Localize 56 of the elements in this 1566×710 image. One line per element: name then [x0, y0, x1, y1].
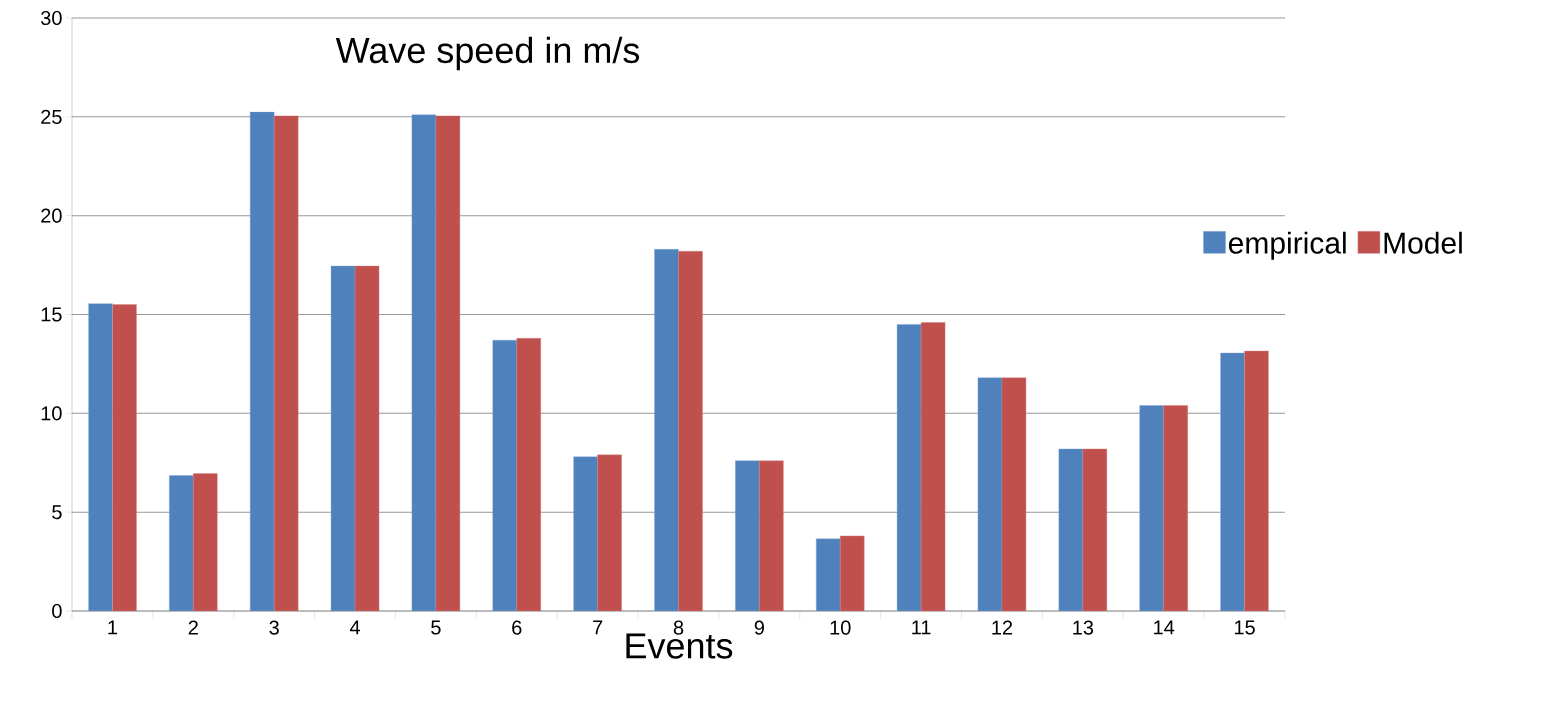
x-tick-label: 12: [992, 620, 1013, 635]
y-tick-label: 25: [41, 109, 62, 124]
y-tick-label: 10: [41, 406, 62, 421]
bar: [678, 251, 703, 611]
bar: [759, 460, 784, 611]
x-tick-label: 2: [188, 620, 198, 635]
bar: [597, 454, 622, 611]
bar: [573, 456, 598, 611]
bar: [112, 304, 137, 611]
bar: [193, 473, 218, 611]
bar: [920, 322, 946, 611]
x-tick-label: 11: [912, 620, 931, 635]
bar: [816, 538, 841, 611]
bar: [435, 115, 461, 611]
bar: [330, 265, 356, 611]
bar: [654, 249, 679, 611]
bar: [1058, 448, 1084, 611]
x-tick-label: 14: [1154, 620, 1175, 635]
x-tick-label: 1: [108, 620, 118, 635]
x-tick-label: 13: [1073, 620, 1094, 635]
legend-label: empirical: [1228, 231, 1346, 260]
x-tick-label: 7: [593, 620, 603, 635]
bar: [1163, 405, 1188, 611]
x-tick-label: 3: [269, 620, 279, 635]
x-tick-label: 10: [830, 620, 851, 635]
bar: [840, 535, 865, 611]
bar: [88, 303, 113, 611]
bar: [1001, 377, 1027, 611]
bar: [354, 265, 380, 611]
y-tick-label: 5: [52, 505, 62, 520]
x-tick-label: 4: [349, 620, 361, 635]
y-tick-label: 15: [41, 307, 62, 322]
bar: [1244, 350, 1269, 611]
bar: [411, 114, 437, 611]
bar: [896, 324, 922, 611]
chart-title: Wave speed in m/s: [335, 36, 640, 71]
x-tick-label: 15: [1234, 620, 1255, 635]
bar: [492, 340, 517, 611]
y-tick-label: 0: [52, 603, 62, 619]
bar: [249, 111, 275, 611]
x-tick-label: 5: [431, 620, 441, 635]
bar: [977, 377, 1003, 611]
x-axis-title: Events: [626, 633, 733, 659]
bar: [1220, 352, 1245, 611]
x-tick-label: 9: [754, 620, 764, 635]
bar: [273, 115, 299, 611]
x-tick-label: 8: [673, 620, 684, 635]
bar: [1139, 405, 1164, 611]
x-tick-label: 6: [512, 620, 522, 635]
bar: [169, 475, 194, 611]
y-tick-label: 30: [40, 10, 62, 26]
y-tick-label: 20: [41, 208, 62, 223]
bar: [735, 460, 760, 611]
bar: [1082, 448, 1108, 611]
legend-label: Model: [1384, 231, 1462, 254]
bar: [516, 338, 541, 611]
